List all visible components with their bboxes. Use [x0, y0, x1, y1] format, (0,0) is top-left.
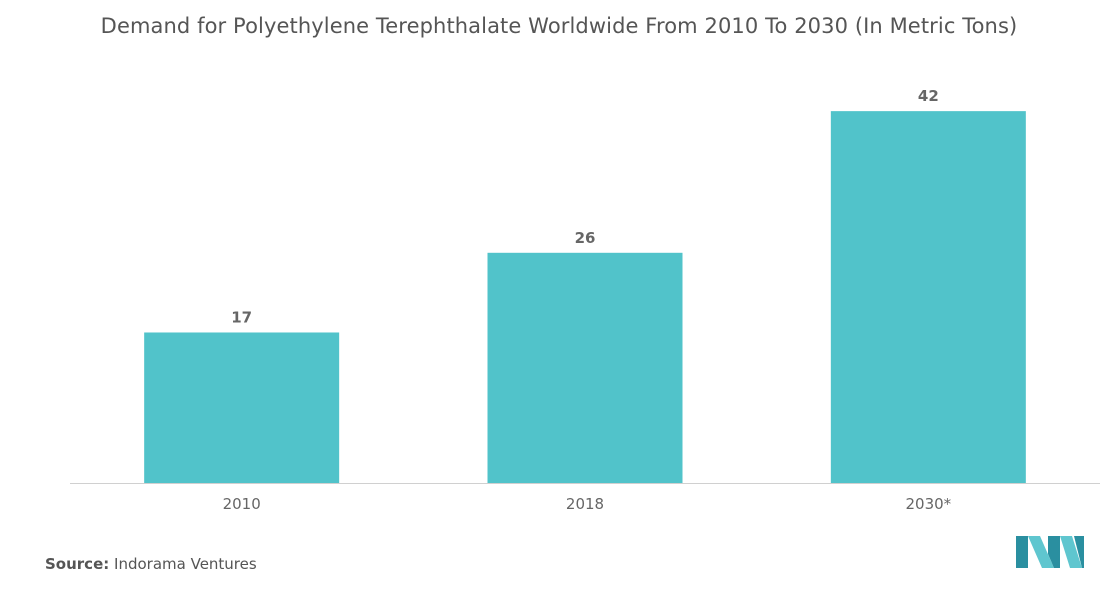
x-tick-label-2018: 2018	[566, 495, 604, 513]
source-label: Source:	[45, 555, 110, 573]
bar-2030	[830, 111, 1026, 484]
logo-right-diagonal	[1060, 536, 1082, 568]
logo-middle-bar	[1048, 536, 1060, 568]
chart-title: Demand for Polyethylene Terephthalate Wo…	[100, 14, 1018, 38]
bar-2010	[144, 332, 340, 483]
logo-left-diagonal	[1028, 536, 1054, 568]
bar-2018	[487, 252, 683, 483]
value-labels-group: 17 26 42	[231, 87, 939, 326]
value-label-2030: 42	[918, 87, 939, 105]
tick-labels-group: 2010 2018 2030*	[223, 495, 952, 513]
mordor-intelligence-logo-icon	[1016, 536, 1084, 568]
source-text: Indorama Ventures	[114, 555, 257, 573]
source-line: Source: Indorama Ventures	[45, 555, 257, 573]
logo-left-bar	[1016, 536, 1028, 568]
value-label-2018: 26	[575, 229, 596, 247]
value-label-2010: 17	[231, 308, 252, 326]
x-tick-label-2010: 2010	[223, 495, 261, 513]
bars-group	[144, 111, 1026, 484]
logo-right-bar	[1074, 536, 1084, 568]
x-tick-label-2030: 2030*	[905, 495, 951, 513]
